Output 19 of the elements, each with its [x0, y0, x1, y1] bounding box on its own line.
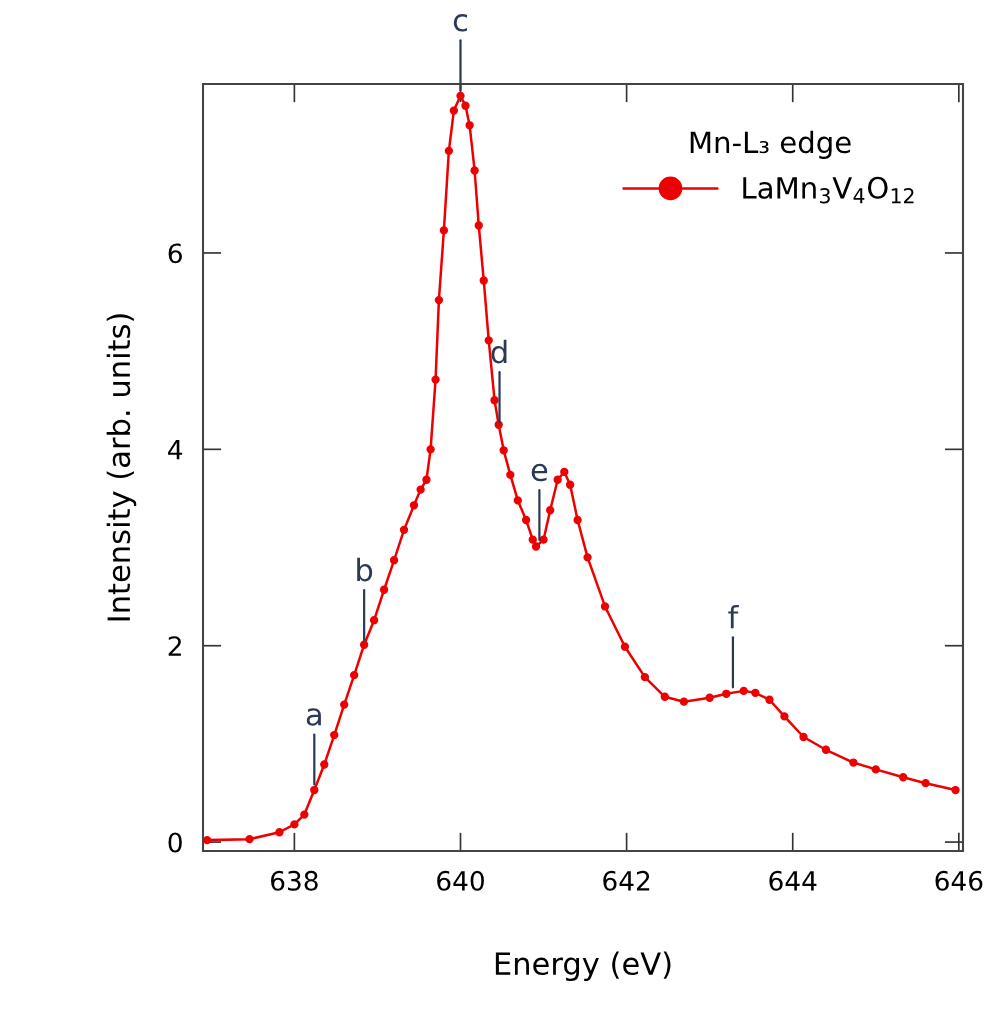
x-tick-label: 646	[935, 870, 983, 891]
legend-title: Mn-L₃ edge	[690, 130, 851, 159]
x-tick-label: 638	[271, 870, 318, 891]
annotation: e	[531, 463, 548, 482]
y-tick-label: 0	[168, 832, 182, 853]
y-tick-label: 6	[168, 243, 182, 264]
x-tick-label: 644	[769, 870, 817, 891]
legend-label: LaMn$_{3}$V$_{4}$O$_{12}$	[743, 176, 914, 204]
annotation: d	[491, 339, 507, 364]
annotation: a	[306, 708, 321, 726]
x-axis-title: Energy (eV)	[495, 951, 671, 982]
x-tick-label: 642	[603, 870, 650, 891]
annotation: f	[728, 604, 739, 629]
x-tick-label: 640	[437, 870, 484, 891]
y-axis-title: Intensity (arb. units)	[106, 314, 137, 621]
annotation: b	[357, 557, 373, 582]
annotation: c	[453, 14, 467, 32]
y-tick-label: 4	[168, 440, 183, 460]
y-tick-label: 2	[168, 636, 181, 656]
